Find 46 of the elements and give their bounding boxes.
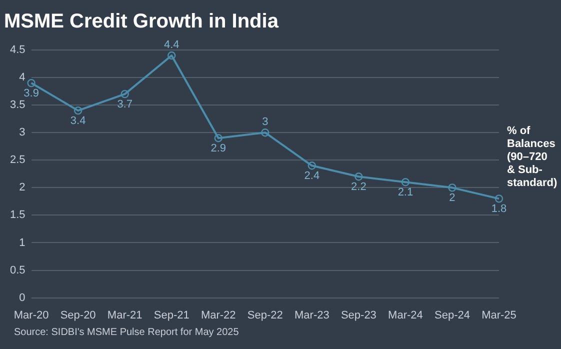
chart-title: MSME Credit Growth in India <box>4 10 280 33</box>
data-label: 3.7 <box>117 98 132 111</box>
x-tick-label: Sep-22 <box>247 309 283 322</box>
y-tick-label: 2.5 <box>10 154 26 166</box>
data-label: 4.4 <box>164 39 180 52</box>
point <box>120 90 129 98</box>
x-tick-label: Sep-24 <box>434 309 470 322</box>
data-label: 2.9 <box>210 142 226 155</box>
point <box>261 128 270 137</box>
y-tick-label: 2 <box>19 182 26 194</box>
point <box>168 51 176 60</box>
y-tick-label: 0 <box>19 292 26 304</box>
data-label: 3.9 <box>24 88 39 100</box>
source-note: Source: SIDBI's MSME Pulse Report for May 2025 <box>13 326 240 338</box>
x-tick-label: Mar-24 <box>388 309 423 322</box>
point <box>401 178 410 186</box>
x-tick-label: Mar-23 <box>294 309 330 322</box>
y-tick-label: 4.5 <box>10 44 26 56</box>
x-tick-label: Mar-22 <box>200 309 236 322</box>
data-label: 2.2 <box>351 181 366 194</box>
x-tick-label: Mar-25 <box>482 309 516 322</box>
data-label: 2 <box>449 192 456 204</box>
point <box>214 134 222 142</box>
series-label: % of Balances (90–720 & Sub-standard) <box>507 125 558 190</box>
data-label: 3 <box>262 116 268 128</box>
data-label: 2.1 <box>398 186 414 199</box>
y-tick-label: 3 <box>19 126 26 139</box>
data-label: 3.4 <box>70 115 86 128</box>
point <box>448 184 456 192</box>
x-tick-label: Sep-21 <box>154 309 190 322</box>
x-tick-label: Sep-20 <box>60 309 96 322</box>
point <box>494 194 504 203</box>
point <box>74 106 82 115</box>
point <box>27 78 36 88</box>
x-tick-label: Mar-21 <box>107 309 142 322</box>
data-label: 2.4 <box>304 170 320 182</box>
y-tick-label: 3.5 <box>10 99 26 112</box>
x-tick-label: Mar-20 <box>14 309 49 322</box>
y-tick-label: 0.5 <box>10 264 26 276</box>
y-tick-label: 4 <box>19 72 26 84</box>
point <box>308 162 316 170</box>
point <box>354 172 363 181</box>
x-tick-label: Sep-23 <box>340 309 376 322</box>
data-label: 1.8 <box>491 203 507 216</box>
y-tick-label: 1 <box>19 236 26 249</box>
y-tick-label: 1.5 <box>10 209 26 222</box>
